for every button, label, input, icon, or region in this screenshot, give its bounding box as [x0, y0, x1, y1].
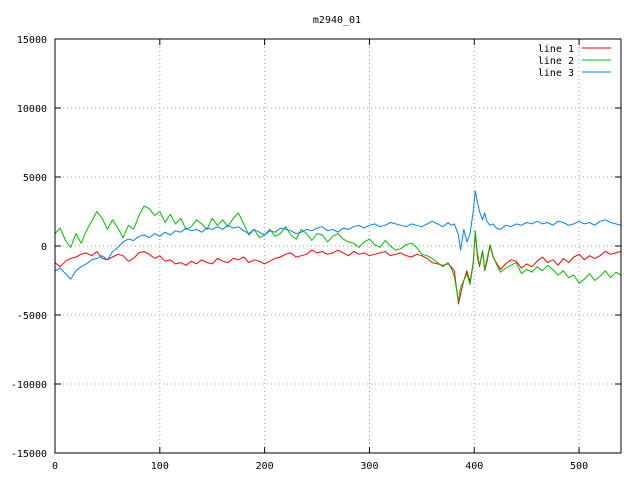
- y-tick-label: -10000: [11, 380, 47, 391]
- y-tick-label: 5000: [23, 173, 47, 184]
- grid-lines: [55, 39, 621, 453]
- legend-label-2: line 2: [538, 56, 574, 67]
- chart-title: m2940_01: [313, 15, 361, 26]
- y-tick-label: 15000: [17, 35, 47, 46]
- y-tick-label: -15000: [11, 449, 47, 460]
- x-tick-label: 200: [256, 461, 274, 472]
- series-line-1: [54, 231, 622, 305]
- y-tick-label: 10000: [17, 104, 47, 115]
- x-tick-label: 0: [52, 461, 58, 472]
- x-tick-label: 100: [151, 461, 169, 472]
- axes: 0 100 200 300 400 500 -15000 -10000 -5000 0 5000 10…: [11, 35, 621, 472]
- x-tick-label: 400: [465, 461, 483, 472]
- x-tick-label: 500: [570, 461, 588, 472]
- y-tick-label: -5000: [17, 311, 47, 322]
- series-line-2: [54, 205, 622, 302]
- plot-area: [54, 190, 622, 305]
- y-tick-label: 0: [41, 242, 47, 253]
- x-tick-label: 300: [360, 461, 378, 472]
- legend-label-1: line 1: [538, 44, 574, 55]
- legend-label-3: line 3: [538, 68, 574, 79]
- series-line-3: [54, 190, 622, 280]
